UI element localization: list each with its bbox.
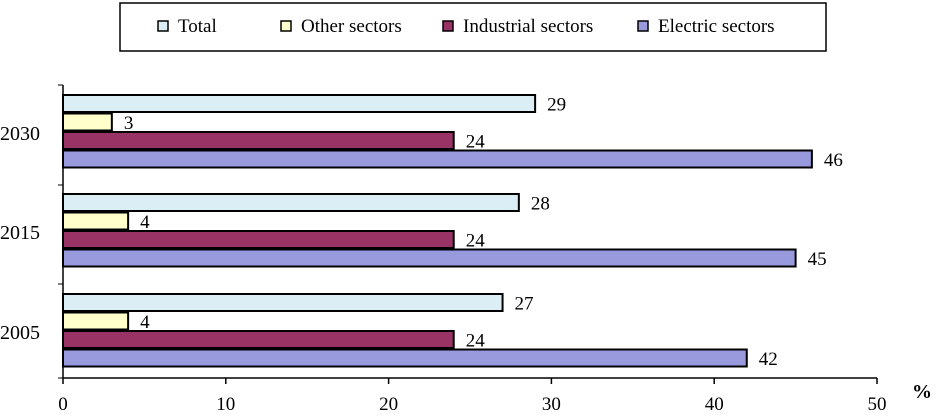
bar-total-2015 <box>62 193 520 212</box>
bar-total-2030 <box>62 94 537 113</box>
bar-electric-sectors-2005 <box>62 348 748 368</box>
data-label-industrial-sectors-2030: 24 <box>466 132 486 153</box>
y-tick-label-2015: 2015 <box>0 222 40 244</box>
legend-swatch-other-sectors <box>280 20 292 32</box>
bar-electric-sectors-2030 <box>62 149 813 169</box>
bar-group-2015: 28 4 24 45 <box>62 193 827 270</box>
bar-group-2030: 29 3 24 46 <box>62 94 843 171</box>
legend-item-total: Total <box>157 16 217 37</box>
legend: Total Other sectors Industrial sectors Elec… <box>119 2 827 52</box>
x-axis-label: % <box>912 381 932 403</box>
bar-electric-sectors-2015 <box>62 248 797 268</box>
legend-box <box>119 2 827 52</box>
data-label-other-sectors-2005: 4 <box>140 312 150 333</box>
legend-item-electric-sectors: Electric sectors <box>637 16 775 37</box>
bar-industrial-sectors-2030 <box>62 131 455 150</box>
legend-label-total: Total <box>178 16 217 37</box>
data-label-other-sectors-2030: 3 <box>124 113 134 134</box>
legend-label-electric-sectors: Electric sectors <box>658 16 775 37</box>
x-tick-label-10: 10 <box>216 394 235 415</box>
bar-other-sectors-2005 <box>62 311 130 331</box>
legend-item-other-sectors: Other sectors <box>280 16 402 37</box>
bar-group-2005: 27 4 24 42 <box>62 293 778 370</box>
data-label-industrial-sectors-2005: 24 <box>466 331 486 352</box>
legend-swatch-industrial-sectors <box>442 20 454 32</box>
bar-total-2005 <box>62 293 504 312</box>
data-label-total-2015: 28 <box>531 194 550 215</box>
data-label-other-sectors-2015: 4 <box>140 212 150 233</box>
y-tick-label-2030: 2030 <box>0 123 40 145</box>
bar-industrial-sectors-2005 <box>62 330 455 349</box>
bar-other-sectors-2030 <box>62 112 113 132</box>
bar-industrial-sectors-2015 <box>62 230 455 249</box>
data-label-industrial-sectors-2015: 24 <box>466 231 486 252</box>
legend-label-industrial-sectors: Industrial sectors <box>463 16 593 37</box>
x-tick-label-0: 0 <box>58 394 68 415</box>
x-tick-label-30: 30 <box>542 394 561 415</box>
legend-label-other-sectors: Other sectors <box>301 16 402 37</box>
y-tick-label-2005: 2005 <box>0 322 40 344</box>
bar-other-sectors-2015 <box>62 211 130 231</box>
data-label-total-2030: 29 <box>547 95 566 116</box>
legend-swatch-electric-sectors <box>637 20 649 32</box>
x-tick-label-50: 50 <box>868 394 887 415</box>
x-tick-label-40: 40 <box>705 394 724 415</box>
legend-item-industrial-sectors: Industrial sectors <box>442 16 593 37</box>
data-label-electric-sectors-2030: 46 <box>824 150 843 171</box>
data-label-electric-sectors-2015: 45 <box>808 249 827 270</box>
data-label-electric-sectors-2005: 42 <box>759 349 778 370</box>
data-label-total-2005: 27 <box>515 294 534 315</box>
x-tick-label-20: 20 <box>379 394 398 415</box>
plot-area: 29 3 24 46 28 4 24 45 27 4 24 42 <box>62 94 843 370</box>
legend-swatch-total <box>157 20 169 32</box>
